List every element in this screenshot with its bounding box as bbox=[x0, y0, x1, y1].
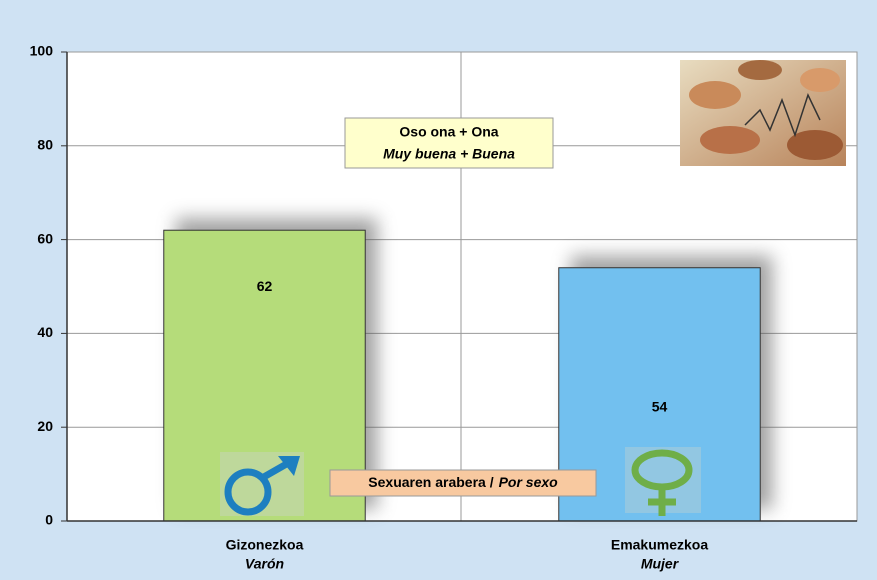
annotation-line: Muy buena + Buena bbox=[383, 146, 515, 162]
y-tick-label: 80 bbox=[37, 137, 53, 153]
y-tick-label: 40 bbox=[37, 324, 53, 340]
annotation-line: Oso ona + Ona bbox=[399, 124, 498, 140]
male-symbol bbox=[220, 452, 304, 516]
y-tick-label: 60 bbox=[37, 230, 53, 246]
x-tick-translation: Mujer bbox=[641, 556, 680, 572]
x-tick-label: Gizonezkoa bbox=[226, 537, 304, 553]
value-label: 54 bbox=[652, 398, 668, 414]
chart: Oso ona + Ona Muy buena + Buena Sexuaren… bbox=[0, 0, 877, 580]
y-tick-label: 20 bbox=[37, 418, 53, 434]
x-tick-label: Emakumezkoa bbox=[611, 537, 708, 553]
x-axis-label-es: Por sexo bbox=[499, 474, 559, 490]
x-tick-translation: Varón bbox=[245, 556, 284, 572]
x-axis-label-eu: Sexuaren arabera / bbox=[368, 474, 493, 490]
y-tick-label: 100 bbox=[30, 43, 54, 59]
y-tick-label: 0 bbox=[45, 512, 53, 528]
value-label: 62 bbox=[257, 278, 273, 294]
page: {"chart_data": {"type": "bar", "annotati… bbox=[0, 0, 877, 580]
female-symbol bbox=[625, 447, 701, 516]
coins-image bbox=[680, 60, 846, 166]
x-axis-label: Sexuaren arabera / Por sexo bbox=[368, 474, 558, 490]
